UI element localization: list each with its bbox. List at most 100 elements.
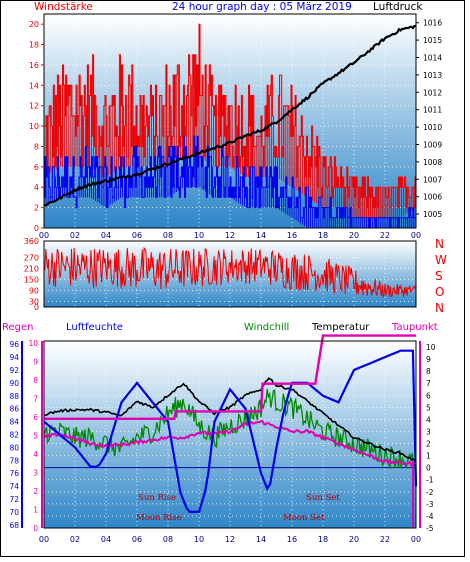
- wind-y-tick: 18: [29, 41, 39, 50]
- wind-y-tick: 20: [29, 20, 39, 29]
- direction-y-tick: 360: [24, 237, 39, 246]
- pressure-y-tick: 1005: [423, 210, 442, 219]
- direction-y-tick: 0: [34, 303, 39, 312]
- wind-strength-label: Windstärke: [34, 1, 93, 13]
- panel3-x-tick: 06: [132, 535, 142, 544]
- panel3-x-tick: 14: [256, 535, 266, 544]
- humidity-y-tick: 68: [9, 521, 19, 530]
- humidity-label: Luftfeuchte: [66, 322, 123, 333]
- panel1-x-tick: 14: [256, 231, 266, 240]
- temp-y-tick: 0: [426, 464, 431, 473]
- rain-label: Regen: [2, 322, 34, 333]
- humidity-y-tick: 86: [9, 405, 19, 414]
- panel3-x-tick: 12: [225, 535, 235, 544]
- panel3-x-tick: 16: [287, 535, 297, 544]
- humidity-y-tick: 80: [9, 443, 19, 452]
- panel1-x-tick: 02: [70, 231, 80, 240]
- panel1-x-tick: 04: [101, 231, 111, 240]
- rain-y-tick: 8: [33, 376, 38, 385]
- pressure-y-tick: 1012: [423, 88, 442, 97]
- rain-y-tick: 2: [33, 487, 38, 496]
- wind-y-tick: 2: [34, 204, 39, 213]
- panel2-frame: [43, 240, 417, 308]
- temp-y-tick: 10: [426, 343, 436, 352]
- pressure-y-tick: 1016: [423, 19, 442, 28]
- panel3-x-tick: 04: [101, 535, 111, 544]
- temp-y-tick: 1: [426, 452, 431, 461]
- dewpoint-line: [43, 420, 417, 467]
- temperature-line: [43, 377, 417, 463]
- humidity-y-tick: 90: [9, 379, 19, 388]
- direction-y-tick: 30: [29, 298, 39, 307]
- humidity-y-tick: 82: [9, 431, 19, 440]
- temp-y-tick: -1: [426, 476, 434, 485]
- panel1-x-tick: 00: [39, 231, 49, 240]
- dir-letter-n-bottom: N: [435, 301, 444, 315]
- pressure-y-tick: 1007: [423, 175, 442, 184]
- wind-y-tick: 8: [34, 142, 39, 151]
- wind-y-tick: 0: [34, 224, 39, 233]
- wind-y-tick: 6: [34, 163, 39, 172]
- humidity-line: [43, 349, 418, 513]
- humidity-y-tick: 74: [9, 482, 19, 491]
- humidity-y-tick: 70: [9, 508, 19, 517]
- wind-direction-series: [43, 246, 417, 299]
- pressure-y-tick: 1010: [423, 123, 442, 132]
- rain-y-tick: 0: [33, 524, 38, 533]
- wind-y-tick: 16: [29, 61, 39, 70]
- pressure-y-tick: 1015: [423, 36, 442, 45]
- moon-set-label: Moon Set: [283, 513, 325, 523]
- pressure-line: [43, 24, 417, 207]
- temperature-label: Temperatur: [312, 322, 370, 333]
- panel3-x-tick: 20: [349, 535, 359, 544]
- moon-rise-label: Moon Rise: [136, 513, 182, 523]
- panel1-x-tick: 20: [349, 231, 359, 240]
- humidity-y-tick: 88: [9, 392, 19, 401]
- rain-y-tick: 3: [33, 469, 38, 478]
- panel1-x-tick: 22: [380, 231, 390, 240]
- humidity-y-tick: 92: [9, 366, 19, 375]
- pressure-y-tick: 1011: [423, 106, 442, 115]
- panel1-x-tick: 16: [287, 231, 297, 240]
- temp-y-tick: 2: [426, 440, 431, 449]
- temp-y-tick: -3: [426, 500, 434, 509]
- temp-y-tick: 7: [426, 379, 431, 388]
- dewpoint-label: Taupunkt: [392, 322, 438, 333]
- direction-y-tick: 90: [29, 287, 39, 296]
- direction-y-tick: 210: [24, 265, 39, 274]
- humidity-y-tick: 72: [9, 495, 19, 504]
- sun-rise-label: Sun Rise: [138, 493, 176, 503]
- rain-sum-line: [44, 334, 416, 420]
- wind-gust-series: [44, 23, 416, 209]
- sun-set-label: Sun Set: [306, 493, 340, 503]
- temp-y-tick: -5: [426, 524, 434, 533]
- panel3-frame: [43, 340, 417, 529]
- humidity-y-tick: 76: [9, 469, 19, 478]
- wind-y-tick: 4: [34, 183, 39, 192]
- rain-y-tick: 7: [33, 395, 38, 404]
- panel1-x-tick: 00: [411, 231, 421, 240]
- pressure-y-tick: 1013: [423, 71, 442, 80]
- temp-y-tick: 6: [426, 391, 431, 400]
- direction-y-tick: 270: [24, 254, 39, 263]
- wind-y-tick: 14: [29, 81, 39, 90]
- panel3-x-tick: 02: [70, 535, 80, 544]
- pressure-y-tick: 1006: [423, 193, 442, 202]
- temp-y-tick: 8: [426, 367, 431, 376]
- panel3-x-tick: 00: [39, 535, 49, 544]
- wind-y-tick: 12: [29, 102, 39, 111]
- pressure-y-tick: 1008: [423, 158, 442, 167]
- humidity-y-tick: 78: [9, 456, 19, 465]
- panel1-x-tick: 06: [132, 231, 142, 240]
- pressure-y-tick: 1014: [423, 53, 442, 62]
- dir-letter-o: O: [435, 285, 445, 299]
- temp-y-tick: -4: [426, 512, 434, 521]
- dir-letter-s: S: [435, 269, 443, 283]
- dir-letter-n-top: N: [435, 237, 444, 251]
- panel3-x-tick: 18: [318, 535, 328, 544]
- panel3-x-tick: 22: [380, 535, 390, 544]
- dir-letter-w: W: [435, 253, 447, 267]
